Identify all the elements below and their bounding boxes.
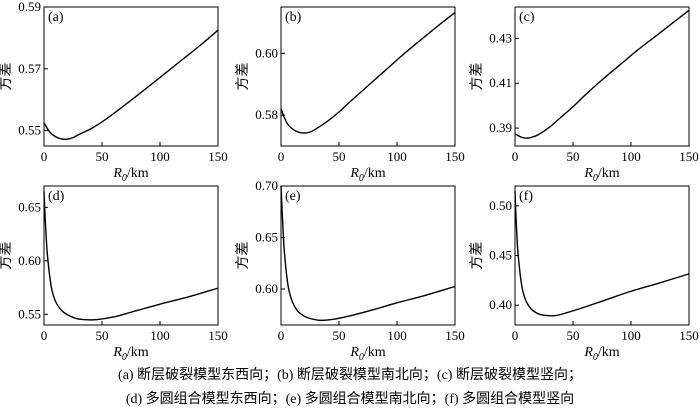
plot-frame (514, 185, 690, 326)
panel-label: (d) (48, 189, 65, 204)
plot-frame (43, 6, 219, 147)
x-tick-label: 50 (333, 328, 346, 343)
x-tick-label: 0 (41, 149, 48, 164)
y-axis-label: 方差 (0, 63, 14, 91)
caption-line-2: (d) 多圆组合模型东西向；(e) 多圆组合模型南北向；(f) 多圆组合模型竖向 (125, 392, 575, 407)
y-tick-label: 0.58 (255, 107, 278, 122)
y-tick-label: 0.45 (489, 248, 512, 263)
x-axis-label: R0/km (112, 166, 148, 184)
series-line (280, 12, 456, 134)
x-tick-label: 0 (512, 328, 519, 343)
x-tick-label: 150 (679, 328, 699, 343)
panel-label: (a) (48, 10, 64, 25)
y-axis-label: 方差 (235, 63, 251, 91)
plot-frame (514, 6, 690, 147)
y-tick-label: 0.65 (255, 229, 278, 244)
x-tick-label: 100 (621, 328, 641, 343)
y-tick-label: 0.43 (489, 30, 512, 45)
y-tick-label: 0.60 (255, 281, 278, 296)
y-axis-label: 方差 (469, 242, 485, 270)
x-axis-label: R0/km (349, 345, 385, 363)
y-tick-label: 0.55 (18, 123, 41, 138)
x-axis-label: R0/km (583, 345, 619, 363)
panel-label: (f) (519, 189, 533, 204)
x-tick-label: 150 (445, 328, 465, 343)
chart-panel: 0 50 100 150 0.39 0.41 0.43 (c) 方差 R0/km (469, 6, 699, 184)
y-tick-label: 0.55 (18, 306, 41, 321)
x-tick-label: 100 (621, 149, 641, 164)
x-tick-label: 0 (278, 328, 285, 343)
x-axis-label: R0/km (112, 345, 148, 363)
series-line (43, 29, 219, 141)
y-tick-label: 0.57 (18, 61, 41, 76)
x-tick-label: 50 (96, 328, 109, 343)
y-tick-label: 0.41 (489, 75, 512, 90)
y-axis-label: 方差 (235, 242, 251, 270)
x-tick-label: 100 (387, 149, 407, 164)
series-line (43, 191, 219, 321)
x-axis-label: R0/km (349, 166, 385, 184)
y-tick-label: 0.60 (18, 253, 41, 268)
chart-panel: 0 50 100 150 0.60 0.65 0.70 (e) 方差 R0/km (235, 178, 465, 363)
y-tick-label: 0.39 (489, 120, 512, 135)
panel-label: (e) (285, 189, 301, 204)
x-tick-label: 150 (679, 149, 699, 164)
caption-line-1: (a) 断层破裂模型东西向；(b) 断层破裂模型南北向；(c) 断层破裂模型竖向… (118, 368, 582, 383)
chart-panel: 0 50 100 150 0.40 0.45 0.50 (f) 方差 R0/km (469, 185, 699, 363)
plot-frame (280, 6, 456, 147)
series-line (514, 9, 690, 139)
series-line (514, 190, 690, 317)
x-tick-label: 100 (150, 149, 170, 164)
y-tick-label: 0.40 (489, 297, 512, 312)
chart-panel: 0 50 100 150 0.55 0.57 0.59 (a) 方差 R0/km (0, 0, 228, 184)
chart-panel: 0 50 100 150 0.58 0.60 (b) 方差 R0/km (235, 6, 465, 184)
x-tick-label: 50 (567, 328, 580, 343)
y-axis-label: 方差 (469, 63, 485, 91)
y-tick-label: 0.65 (18, 199, 41, 214)
y-tick-label: 0.50 (489, 198, 512, 213)
plot-frame (43, 185, 219, 326)
x-tick-label: 150 (208, 149, 228, 164)
x-axis-label: R0/km (583, 166, 619, 184)
panel-label: (b) (285, 10, 302, 25)
chart-panel: 0 50 100 150 0.55 0.60 0.65 (d) 方差 R0/km (0, 185, 228, 363)
y-axis-label: 方差 (0, 242, 14, 270)
x-tick-label: 100 (387, 328, 407, 343)
x-tick-label: 50 (96, 149, 109, 164)
x-tick-label: 100 (150, 328, 170, 343)
y-tick-label: 0.60 (255, 45, 278, 60)
y-tick-label: 0.59 (18, 0, 41, 14)
x-tick-label: 50 (333, 149, 346, 164)
plot-frame (280, 185, 456, 326)
x-tick-label: 0 (278, 149, 285, 164)
x-tick-label: 0 (512, 149, 519, 164)
x-tick-label: 50 (567, 149, 580, 164)
series-line (280, 185, 456, 322)
x-tick-label: 150 (445, 149, 465, 164)
y-tick-label: 0.70 (255, 178, 278, 193)
x-tick-label: 0 (41, 328, 48, 343)
panel-label: (c) (519, 10, 535, 25)
x-tick-label: 150 (208, 328, 228, 343)
